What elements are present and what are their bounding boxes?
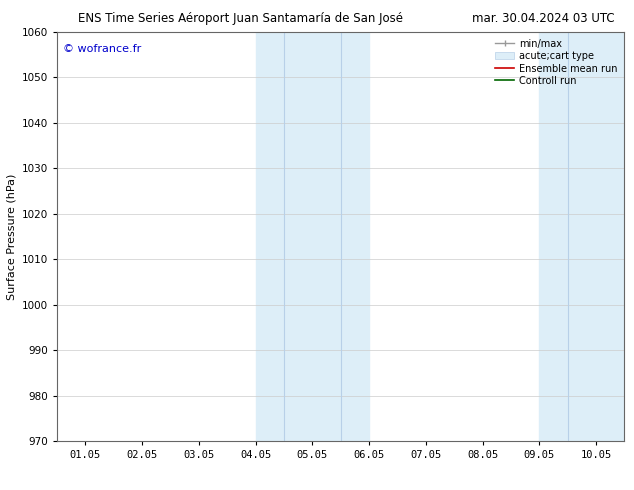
Text: mar. 30.04.2024 03 UTC: mar. 30.04.2024 03 UTC xyxy=(472,12,615,25)
Bar xyxy=(540,32,624,441)
Text: © wofrance.fr: © wofrance.fr xyxy=(63,44,141,54)
Legend: min/max, acute;cart type, Ensemble mean run, Controll run: min/max, acute;cart type, Ensemble mean … xyxy=(493,37,619,88)
Text: ENS Time Series Aéroport Juan Santamaría de San José: ENS Time Series Aéroport Juan Santamaría… xyxy=(79,12,403,25)
Y-axis label: Surface Pressure (hPa): Surface Pressure (hPa) xyxy=(6,173,16,299)
Bar xyxy=(256,32,369,441)
